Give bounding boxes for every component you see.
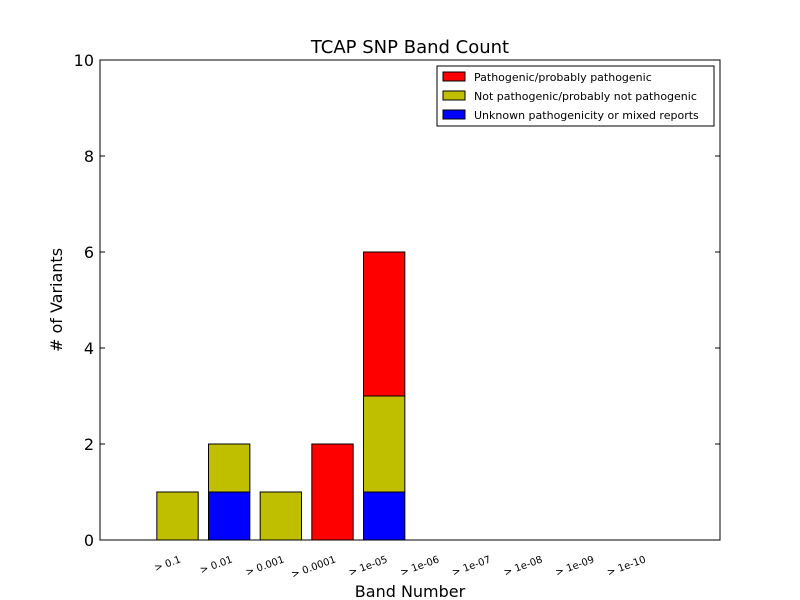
bar-segment: [311, 443, 354, 541]
x-axis-label: Band Number: [355, 582, 466, 600]
legend: Pathogenic/probably pathogenic Not pathog…: [436, 65, 715, 127]
y-tick-label: 10: [74, 51, 94, 70]
legend-label: Not pathogenic/probably not pathogenic: [474, 90, 697, 103]
bar-segment: [208, 443, 251, 493]
legend-swatch: [442, 90, 466, 101]
chart-title: TCAP SNP Band Count: [310, 37, 509, 58]
plot-frame: [99, 59, 721, 541]
y-axis-label: # of Variants: [47, 248, 66, 352]
bar-segment: [208, 491, 251, 541]
legend-swatch: [442, 109, 466, 120]
bar-segment: [363, 395, 406, 493]
y-tick-label: 8: [84, 147, 94, 166]
bar-segment: [259, 491, 302, 541]
legend-label: Unknown pathogenicity or mixed reports: [474, 109, 699, 122]
bar-segment: [363, 251, 406, 397]
legend-swatch: [442, 71, 466, 82]
y-tick-label: 6: [84, 243, 94, 262]
y-tick-label: 0: [84, 531, 94, 550]
bar-segment: [363, 491, 406, 541]
bars-layer: [156, 251, 406, 541]
legend-box: [436, 65, 715, 127]
y-tick-label: 2: [84, 435, 94, 454]
y-tick-label: 4: [84, 339, 94, 358]
bar-segment: [156, 491, 199, 541]
legend-label: Pathogenic/probably pathogenic: [474, 71, 652, 84]
